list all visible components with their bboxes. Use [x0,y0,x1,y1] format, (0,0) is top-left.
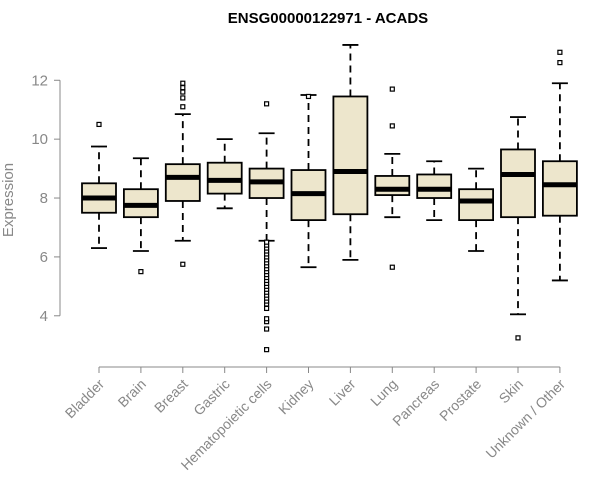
outlier-point [180,85,186,91]
x-tick-label: Prostate [436,376,484,424]
outlier-point [180,95,186,101]
box-group [164,80,201,267]
x-tick-label: Unknown / Other [482,376,568,462]
box [542,160,578,217]
outlier-point [557,60,563,66]
box-group [81,121,117,249]
x-tick-label: Skin [496,376,527,407]
outlier-point [389,123,395,129]
box-group [290,93,327,269]
x-tick-label: Liver [326,376,359,409]
outlier-point [557,49,563,55]
box-group [500,116,536,341]
y-axis: 4 6 8 10 12 [31,72,61,325]
outlier-point [180,89,186,95]
box-group [374,86,411,270]
box [500,148,536,219]
chart-title: ENSG00000122971 - ACADS [228,10,428,27]
box-group [458,167,495,252]
box-group [248,101,285,353]
outlier-point [264,347,270,353]
outlier-point [264,101,270,107]
y-tick-label: 12 [31,72,48,89]
y-tick-label: 10 [31,131,48,148]
x-tick-label: Bladder [62,376,108,422]
outlier-point [389,264,395,270]
x-tick-label: Pancreas [389,376,442,429]
box [416,173,453,199]
outlier-point [96,121,102,128]
x-tick-label: Breast [151,376,191,416]
outlier-point [389,86,395,92]
outlier-point [138,269,144,275]
box [332,95,369,216]
box [458,188,495,222]
y-axis-label: Expression [0,163,17,237]
outlier-point [180,104,186,110]
box-group [206,138,243,210]
outlier-point [264,316,270,322]
box-group [542,49,578,282]
outlier-point [264,305,270,312]
box [374,175,411,196]
x-tick-label: Kidney [275,376,317,418]
outlier-point [305,93,312,100]
outlier-point [264,326,270,332]
x-tick-label: Brain [115,376,149,410]
outlier-point [180,261,186,267]
outlier-point [264,239,270,245]
outlier-point [180,80,186,86]
box [164,163,201,202]
outlier-point [515,335,521,341]
box-series [81,44,578,353]
y-tick-label: 4 [40,308,48,325]
y-tick-label: 8 [40,190,48,207]
box-group [123,157,159,275]
x-tick-label: Lung [367,376,400,409]
box-group [416,160,453,222]
y-tick-label: 6 [40,249,48,266]
box-group [332,44,369,261]
